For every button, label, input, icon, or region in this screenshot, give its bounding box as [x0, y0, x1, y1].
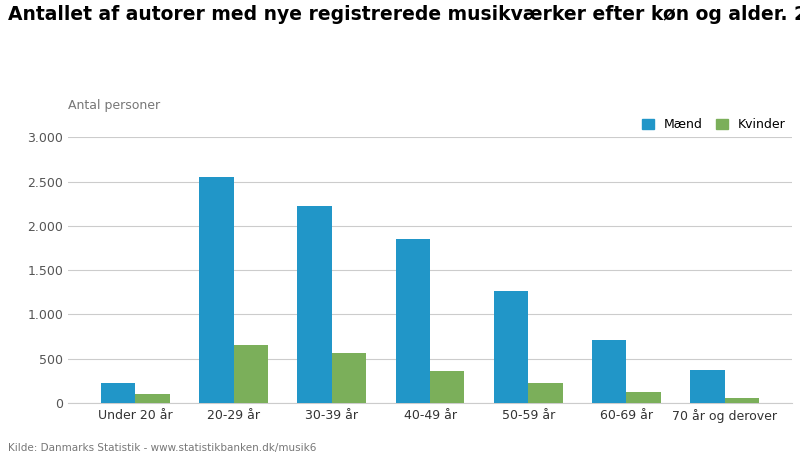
Bar: [298, 207, 332, 403]
Bar: [430, 371, 464, 403]
Bar: [234, 344, 268, 403]
Bar: [101, 383, 135, 403]
Bar: [528, 383, 562, 403]
Bar: [332, 354, 366, 403]
Bar: [494, 290, 528, 403]
Bar: [199, 177, 234, 403]
Text: Antallet af autorer med nye registrerede musikværker efter køn og alder. 2023: Antallet af autorer med nye registrerede…: [8, 5, 800, 23]
Bar: [690, 370, 725, 403]
Bar: [396, 239, 430, 403]
Bar: [135, 394, 170, 403]
Bar: [626, 393, 661, 403]
Bar: [725, 398, 759, 403]
Legend: Mænd, Kvinder: Mænd, Kvinder: [642, 119, 786, 131]
Bar: [592, 340, 626, 403]
Text: Kilde: Danmarks Statistik - www.statistikbanken.dk/musik6: Kilde: Danmarks Statistik - www.statisti…: [8, 443, 316, 453]
Text: Antal personer: Antal personer: [68, 99, 160, 112]
